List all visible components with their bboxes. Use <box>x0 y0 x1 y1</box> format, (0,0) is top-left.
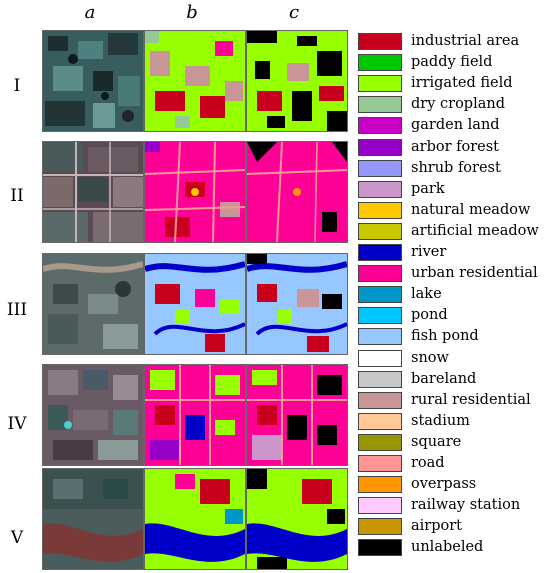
annotation-map-row5 <box>144 468 246 570</box>
legend-swatch <box>358 54 402 72</box>
legend-swatch <box>358 222 402 240</box>
legend-item: overpass <box>358 475 550 496</box>
legend-swatch <box>358 307 402 325</box>
legend-item: lake <box>358 285 550 306</box>
legend-swatch <box>358 96 402 114</box>
legend-swatch <box>358 370 402 388</box>
legend-swatch <box>358 286 402 304</box>
row-label-3: III <box>6 300 28 320</box>
legend-item: artificial meadow <box>358 222 550 243</box>
row-label-4: IV <box>7 414 27 434</box>
legend-item: arbor forest <box>358 138 550 159</box>
satellite-image-row5 <box>42 468 144 570</box>
legend-label: garden land <box>411 117 500 134</box>
legend-label: rural residential <box>411 391 531 408</box>
legend-swatch <box>358 33 402 50</box>
prediction-map-row2 <box>246 141 348 243</box>
annotation-map-row1 <box>144 30 246 132</box>
legend-label: airport <box>411 518 462 535</box>
legend-swatch <box>358 476 402 494</box>
legend-swatch <box>358 328 402 346</box>
legend-item: airport <box>358 517 550 538</box>
prediction-map-row4 <box>246 364 348 466</box>
legend-label: river <box>411 244 447 260</box>
legend-label: snow <box>411 349 449 366</box>
legend-swatch <box>358 349 402 367</box>
satellite-image-row2 <box>42 141 144 243</box>
legend-label: square <box>411 433 462 450</box>
legend-item: park <box>358 180 550 201</box>
prediction-map-row5 <box>246 468 348 570</box>
legend-item: irrigated field <box>358 74 550 95</box>
legend-swatch <box>358 159 402 177</box>
legend-label: pond <box>411 307 448 324</box>
row-label-1: I <box>13 76 21 96</box>
legend-item: railway station <box>358 496 550 517</box>
column-label-c: c <box>288 2 300 23</box>
legend-swatch <box>358 391 402 409</box>
legend-label: bareland <box>411 370 477 387</box>
column-label-a: a <box>84 2 96 23</box>
legend-swatch <box>358 138 402 156</box>
row-label-5: V <box>10 528 24 548</box>
legend-label: lake <box>411 286 442 303</box>
legend-item: square <box>358 433 550 454</box>
legend-item: fish pond <box>358 327 550 348</box>
legend-swatch <box>358 244 402 261</box>
legend-item: stadium <box>358 412 550 433</box>
legend-swatch <box>358 412 402 430</box>
row-label-2: II <box>10 186 24 206</box>
legend-item: paddy field <box>358 53 550 74</box>
legend-swatch <box>358 433 402 451</box>
legend-item: unlabeled <box>358 538 550 559</box>
legend-swatch <box>358 497 402 515</box>
legend-item: natural meadow <box>358 201 550 222</box>
legend-item: garden land <box>358 116 550 137</box>
prediction-map-row1 <box>246 30 348 132</box>
legend-item: dry cropland <box>358 95 550 116</box>
prediction-map-row3 <box>246 253 348 355</box>
legend-swatch <box>358 75 402 93</box>
satellite-image-row3 <box>42 253 144 355</box>
legend-item: industrial area <box>358 32 550 53</box>
legend-label: stadium <box>411 412 470 429</box>
legend-swatch <box>358 539 402 557</box>
legend-label: railway station <box>411 497 521 514</box>
legend-label: unlabeled <box>411 539 484 556</box>
legend-swatch <box>358 180 402 198</box>
legend-label: fish pond <box>411 328 479 345</box>
annotation-map-row3 <box>144 253 246 355</box>
legend-item: bareland <box>358 370 550 391</box>
annotation-map-row2 <box>144 141 246 243</box>
legend-label: irrigated field <box>411 75 513 92</box>
legend-item: rural residential <box>358 391 550 412</box>
legend-item: pond <box>358 306 550 327</box>
legend-swatch <box>358 117 402 135</box>
legend-item: urban residential <box>358 264 550 285</box>
legend-label: arbor forest <box>411 138 500 155</box>
legend-label: shrub forest <box>411 159 501 176</box>
legend-label: paddy field <box>411 54 493 71</box>
legend-swatch <box>358 201 402 219</box>
legend-label: overpass <box>411 476 477 493</box>
satellite-image-row4 <box>42 364 144 466</box>
legend-label: natural meadow <box>411 201 531 218</box>
satellite-image-row1 <box>42 30 144 132</box>
column-label-b: b <box>186 2 198 23</box>
legend-item: snow <box>358 349 550 370</box>
legend-swatch <box>358 455 402 472</box>
legend-item: shrub forest <box>358 159 550 180</box>
legend-label: park <box>411 180 445 197</box>
legend-swatch <box>358 518 402 536</box>
legend-item: road <box>358 454 550 475</box>
legend-label: artificial meadow <box>411 222 539 239</box>
legend-swatch <box>358 265 402 283</box>
annotation-map-row4 <box>144 364 246 466</box>
legend-label: road <box>411 455 445 471</box>
legend-label: dry cropland <box>411 96 505 113</box>
legend-label: industrial area <box>411 33 520 49</box>
legend-item: river <box>358 243 550 264</box>
legend-label: urban residential <box>411 265 538 282</box>
